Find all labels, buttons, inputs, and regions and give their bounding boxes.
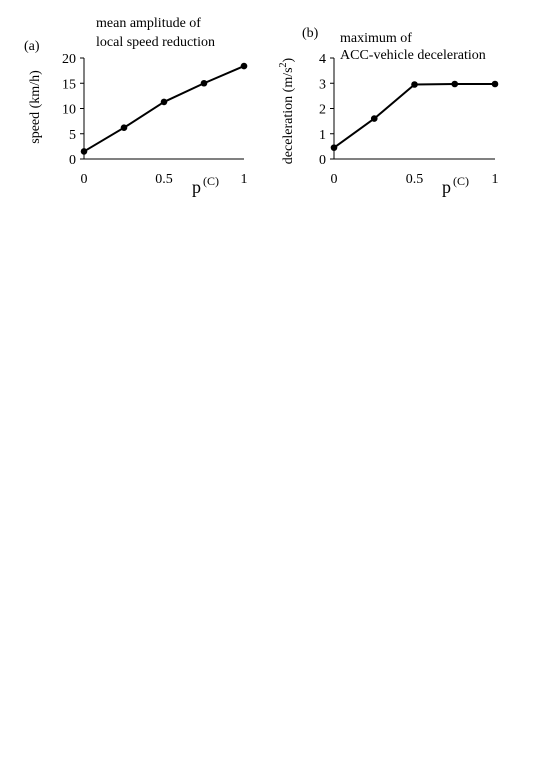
y-tick-label: 4	[319, 52, 326, 67]
data-point	[160, 98, 168, 106]
x-tick-label: 1	[241, 172, 248, 187]
data-point	[330, 144, 338, 151]
y-tick-label: 15	[62, 77, 76, 92]
y-ticks-b: 0 1 2 3 4	[319, 52, 334, 168]
x-axis-label-a-var: p	[192, 177, 201, 197]
y-tick-label: 0	[319, 153, 326, 168]
data-point	[240, 62, 248, 70]
y-axis-label-a: speed (km/h)	[28, 70, 43, 144]
panel-label-a: (a)	[24, 39, 40, 54]
y-tick-label: 1	[319, 128, 326, 143]
x-tick-label: 0.5	[406, 172, 424, 187]
data-point	[200, 79, 208, 87]
x-tick-label: 0.5	[155, 172, 173, 187]
y-tick-label: 10	[62, 103, 76, 118]
chart-title-b-line1: maximum of	[340, 31, 412, 46]
chart-title-a-line2: local speed reduction	[96, 35, 215, 50]
y-axis-label-b-main: deceleration (m/s	[281, 67, 296, 164]
y-ticks-a: 0 5 10 15 20	[62, 52, 84, 168]
data-point	[370, 115, 378, 122]
y-tick-label: 5	[69, 128, 76, 143]
data-point	[491, 80, 499, 88]
x-axis-label-a: p (C)	[192, 174, 219, 197]
series-a	[80, 62, 248, 155]
x-tick-label: 1	[492, 172, 499, 187]
x-axis-label-a-sup: (C)	[203, 174, 219, 188]
y-tick-label: 2	[319, 103, 326, 118]
y-axis-label-b-sup: 2	[278, 62, 289, 67]
y-tick-label: 20	[62, 52, 76, 67]
x-axis-label-b-var: p	[442, 177, 451, 197]
y-tick-label: 0	[69, 153, 76, 168]
x-tick-label: 0	[81, 172, 88, 187]
series-line	[333, 83, 495, 149]
chart-panel-a: (a) mean amplitude of local speed reduct…	[24, 16, 248, 197]
chart-title-b-line2: ACC-vehicle deceleration	[340, 48, 486, 63]
panel-label-b: (b)	[302, 26, 319, 41]
data-point	[120, 124, 128, 131]
x-ticks-a: 0 0.5 1	[81, 172, 248, 187]
data-point	[80, 148, 88, 155]
x-ticks-b: 0 0.5 1	[331, 172, 499, 187]
data-point	[411, 81, 418, 88]
x-tick-label: 0	[331, 172, 338, 187]
x-axis-label-b: p (C)	[442, 174, 469, 197]
y-tick-label: 3	[319, 77, 326, 92]
series-b	[330, 80, 499, 151]
chart-panel-b: (b) maximum of ACC-vehicle deceleration …	[278, 26, 499, 197]
chart-title-a-line1: mean amplitude of	[96, 16, 201, 31]
data-point	[451, 80, 459, 88]
y-axis-label-b: deceleration (m/s2)	[278, 57, 296, 164]
series-line	[83, 65, 245, 153]
y-axis-label-b-end: )	[281, 57, 296, 62]
x-axis-label-b-sup: (C)	[453, 174, 469, 188]
